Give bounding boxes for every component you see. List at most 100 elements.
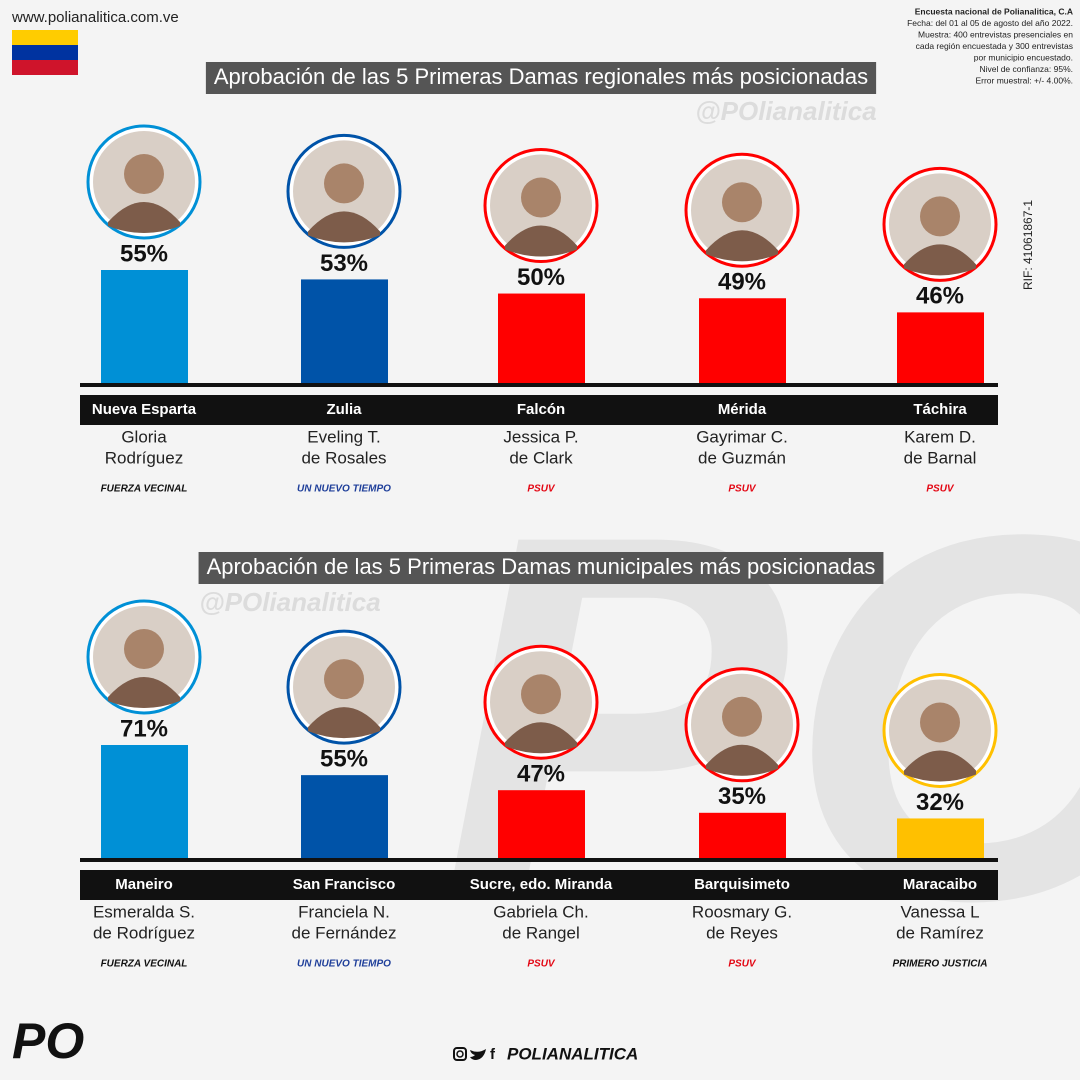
portrait <box>882 672 998 788</box>
portrait <box>882 166 998 282</box>
bar <box>301 279 388 383</box>
category-label: Mérida <box>718 401 767 418</box>
title-box <box>205 62 877 94</box>
portrait <box>86 124 202 240</box>
chart-title: Aprobación de las 5 Primeras Damas munic… <box>207 554 876 579</box>
flag <box>12 30 78 75</box>
category-band <box>80 395 998 425</box>
category-label: Táchira <box>913 401 967 418</box>
title-box <box>198 552 884 584</box>
baseline <box>80 383 998 387</box>
person-name: Gayrimar C. <box>696 427 788 446</box>
portrait-body <box>505 225 577 257</box>
bar <box>498 293 585 383</box>
survey-note: por municipio encuestado. <box>974 52 1073 62</box>
portrait <box>483 148 599 264</box>
person-name: Esmeralda S. <box>93 902 195 921</box>
portrait-body <box>505 722 577 754</box>
portrait-body <box>706 744 778 776</box>
party-logo: UN NUEVO TIEMPO <box>297 484 391 495</box>
person-name: Jessica P. <box>503 427 578 446</box>
category-label: Maneiro <box>115 876 173 893</box>
chart-title: Aprobación de las 5 Primeras Damas regio… <box>214 64 868 89</box>
social-icons: f <box>453 1046 496 1063</box>
survey-note: Nivel de confianza: 95%. <box>979 64 1073 74</box>
bar <box>897 312 984 383</box>
person-name: Eveling T. <box>307 427 380 446</box>
person-name: de Rodríguez <box>93 923 195 942</box>
category-band <box>80 870 998 900</box>
category-label: San Francisco <box>293 876 396 893</box>
portrait <box>286 133 402 249</box>
person-name: de Reyes <box>706 923 778 942</box>
party-logo: FUERZA VECINAL <box>101 484 188 495</box>
rif: RIF: 41061867-1 <box>1021 200 1035 290</box>
portrait-head <box>920 196 960 237</box>
person-name: de Fernández <box>292 923 397 942</box>
portrait <box>684 667 800 783</box>
survey-note: Encuesta nacional de Polianalitica, C.A <box>915 6 1073 16</box>
value-label: 55% <box>320 745 368 772</box>
social-handle: POLIANALITICA <box>507 1044 638 1063</box>
portrait-body <box>108 677 180 708</box>
party-logo: PSUV <box>728 959 757 970</box>
category-label: Sucre, edo. Miranda <box>470 876 613 893</box>
value-label: 32% <box>916 789 964 816</box>
value-label: 50% <box>517 264 565 291</box>
bar <box>301 775 388 858</box>
category-label: Falcón <box>517 401 565 418</box>
bar <box>101 270 188 383</box>
bar <box>699 812 786 858</box>
portrait-body <box>108 202 180 233</box>
survey-note: Error muestral: +/- 4.00%. <box>975 75 1073 85</box>
value-label: 49% <box>718 269 766 296</box>
category-label: Maracaibo <box>903 876 977 893</box>
survey-note: Muestra: 400 entrevistas presenciales en <box>918 29 1073 39</box>
value-label: 55% <box>120 240 168 267</box>
bar <box>498 790 585 858</box>
footer-logo: PO <box>12 1013 84 1069</box>
portrait-head <box>324 659 364 700</box>
portrait-body <box>308 211 380 243</box>
portrait-head <box>124 154 164 194</box>
party-logo: UN NUEVO TIEMPO <box>297 959 391 970</box>
category-label: Zulia <box>326 401 362 418</box>
portrait-head <box>324 163 364 204</box>
survey-note: cada región encuestada y 300 entrevistas <box>916 41 1073 51</box>
party-logo: PSUV <box>728 484 757 495</box>
svg-text:f: f <box>490 1046 496 1063</box>
watermark: @POlianalitica <box>199 587 380 617</box>
watermark: @POlianalitica <box>695 96 876 126</box>
portrait <box>86 599 202 715</box>
party-logo: PRIMERO JUSTICIA <box>892 959 987 970</box>
portrait-body <box>904 750 976 782</box>
portrait-body <box>308 707 380 739</box>
category-label: Barquisimeto <box>694 876 790 893</box>
category-label: Nueva Esparta <box>92 401 197 418</box>
portrait <box>483 644 599 760</box>
bar <box>699 298 786 383</box>
portrait-head <box>521 674 561 715</box>
bar <box>897 818 984 858</box>
person-name: Rodríguez <box>105 448 183 467</box>
person-name: de Guzmán <box>698 448 786 467</box>
portrait-head <box>521 177 561 218</box>
portrait-head <box>920 702 960 743</box>
survey-note: Fecha: del 01 al 05 de agosto del año 20… <box>907 18 1073 28</box>
site: www.polianalitica.com.ve <box>11 9 179 26</box>
portrait-body <box>904 244 976 276</box>
person-name: Roosmary G. <box>692 902 792 921</box>
value-label: 53% <box>320 250 368 277</box>
value-label: 35% <box>718 783 766 810</box>
portrait-head <box>124 629 164 669</box>
baseline <box>80 858 998 862</box>
portrait-head <box>722 182 762 223</box>
person-name: Vanessa L <box>900 902 979 921</box>
person-name: de Barnal <box>904 448 977 467</box>
person-name: Gabriela Ch. <box>493 902 588 921</box>
bar <box>101 745 188 858</box>
party-logo: PSUV <box>926 484 955 495</box>
person-name: de Rangel <box>502 923 580 942</box>
